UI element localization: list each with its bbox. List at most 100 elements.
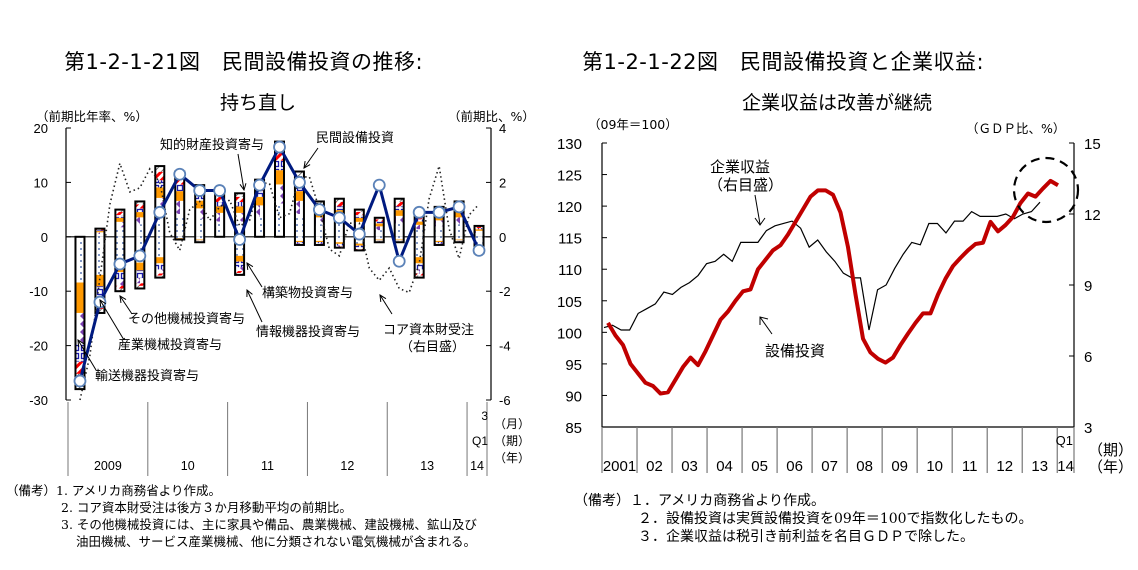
x-year-label: 2001 — [603, 458, 636, 475]
bar-segment — [235, 212, 245, 222]
y-tick-label-left: 120 — [557, 199, 582, 216]
x-year-label: 02 — [646, 458, 663, 475]
right-notes: （備考）１．アメリカ商務省より作成。 ２．設備投資は実質設備投資を09年＝100… — [574, 492, 1033, 546]
bar-segment — [374, 219, 384, 222]
bar-stack — [74, 235, 86, 391]
arrow-core-head — [379, 294, 387, 303]
bar-segment — [235, 261, 245, 268]
x-quarter-label: Q1 — [1056, 433, 1073, 448]
right-chart-title: 第1-2-1-22図 民間設備投資と企業収益: — [582, 50, 985, 74]
private-capex-point — [113, 257, 127, 271]
arrow-equip — [759, 316, 773, 335]
bar-segment — [155, 197, 165, 213]
bar-segment — [135, 283, 145, 286]
left-chart-subtitle: 持ち直し — [220, 92, 297, 114]
x-year-label: 06 — [786, 458, 803, 475]
bar-segment — [235, 236, 245, 256]
left-note-3: 3. その他機械投資には、主に家具や備品、農業機械、建設機械、鉱山及び — [61, 517, 477, 532]
bar-segment — [115, 285, 125, 289]
bar-segment — [454, 217, 464, 225]
bar-segment — [155, 212, 165, 237]
bar-outline — [74, 235, 86, 391]
bar-segment — [294, 243, 304, 245]
x-year-label: 07 — [821, 458, 838, 475]
bar-segment — [334, 236, 344, 243]
bar-segment — [175, 176, 185, 185]
bar-segment — [454, 212, 464, 218]
bar-segment — [135, 278, 145, 284]
y-tick-label-left: 105 — [557, 294, 582, 311]
bar-outline — [94, 227, 106, 314]
bar-segment — [215, 212, 225, 222]
bar-segment — [95, 230, 105, 232]
bar-segment — [235, 193, 245, 197]
y-tick-label-right: -2 — [499, 284, 511, 299]
label-transport-equipment: 輸送機器投資寄与 — [95, 368, 199, 383]
y-tick-label-right: 9 — [1084, 278, 1092, 295]
y-tick-label-right: 3 — [1084, 420, 1092, 437]
bar-segment — [394, 198, 404, 202]
bar-segment — [294, 200, 304, 214]
bar-stack — [393, 197, 405, 244]
bar-segment — [155, 263, 165, 270]
bar-segment — [275, 149, 284, 161]
x-year-label: 14 — [1057, 458, 1074, 475]
label-structures-contribution: 構築物投資寄与 — [262, 285, 353, 300]
equipment-investment-line — [606, 178, 1060, 396]
arrow-ip — [237, 153, 245, 191]
y-tick-label-left: 0 — [41, 230, 48, 245]
bar-segment — [135, 285, 145, 289]
bar-outline — [373, 216, 385, 244]
private-capex-point — [73, 374, 87, 388]
private-capex-point — [233, 233, 246, 246]
arrow-profit-head — [754, 217, 766, 226]
bar-segment — [195, 218, 205, 237]
arrow-transport-head — [77, 339, 85, 348]
bar-segment — [314, 201, 324, 205]
bar-segment — [95, 309, 105, 313]
left-note-4: 油田機械、サービス産業機械、他に分類されない電気機械が含まれる。 — [76, 534, 477, 549]
bar-segment — [115, 221, 125, 228]
bar-segment — [135, 217, 145, 225]
bar-segment — [195, 208, 205, 219]
bar-segment — [414, 269, 424, 274]
bar-segment — [235, 267, 245, 272]
private-capex-point — [372, 178, 386, 192]
label-private-capex: 民間設備投資 — [316, 130, 394, 145]
bar-segment — [474, 230, 484, 233]
label-industrial-machinery: 産業機械投資寄与 — [118, 337, 222, 352]
bar-segment — [175, 213, 185, 237]
y-tick-label-right: 2 — [499, 175, 506, 190]
bar-segment — [95, 286, 105, 298]
bar-segment — [314, 217, 324, 225]
label-corporate-profit: 企業収益 — [710, 158, 770, 176]
bar-segment — [75, 282, 85, 313]
private-capex-point — [193, 184, 207, 197]
private-capex-point — [392, 254, 406, 268]
label-other-machinery: その他機械投資寄与 — [128, 311, 245, 326]
bar-segment — [354, 247, 364, 250]
bar-segment — [275, 203, 284, 237]
bar-segment — [115, 280, 125, 286]
private-capex-point — [313, 203, 326, 217]
bar-outline — [393, 197, 405, 244]
bar-segment — [394, 210, 404, 216]
y-tick-label-left: 110 — [558, 262, 582, 279]
bar-segment — [75, 361, 85, 374]
bar-segment — [75, 343, 85, 362]
bar-outline — [114, 208, 126, 293]
arrow-structures — [246, 262, 263, 288]
bar-stack — [154, 165, 166, 279]
y-tick-label-left: 20 — [34, 121, 48, 136]
bar-segment — [115, 272, 125, 281]
right-chart-subtitle: 企業収益は改善が継続 — [742, 92, 933, 114]
y-tick-label-left: 130 — [557, 136, 582, 153]
bar-segment — [434, 240, 444, 243]
arrow-industrial-head — [99, 299, 107, 308]
bar-segment — [314, 224, 324, 237]
y-tick-label-left: 90 — [565, 388, 582, 405]
bar-segment — [235, 255, 245, 262]
bar-segment — [115, 227, 125, 237]
bar-segment — [434, 236, 444, 241]
y-tick-label-right: 0 — [499, 230, 506, 245]
